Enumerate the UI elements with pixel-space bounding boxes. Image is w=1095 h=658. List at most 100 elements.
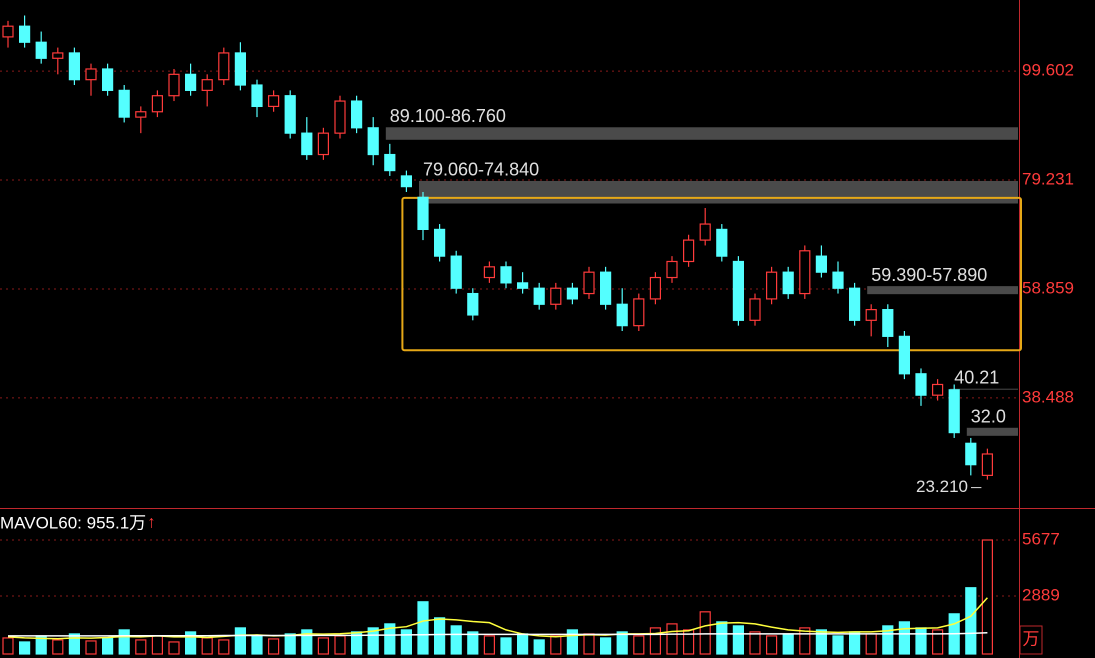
candle-body	[749, 298, 761, 321]
volume-bar	[85, 640, 97, 655]
candle-body	[185, 73, 197, 91]
volume-indicator-arrow: ↑	[147, 512, 156, 531]
volume-bar	[898, 621, 911, 655]
candle-body	[317, 132, 329, 156]
candle-body	[301, 132, 313, 156]
volume-bar	[101, 637, 114, 655]
price-zone	[867, 286, 1018, 295]
candle-body	[118, 89, 130, 118]
volume-bar	[168, 641, 180, 655]
volume-bar	[384, 623, 396, 655]
candle-body	[566, 287, 579, 300]
volume-bar	[716, 621, 728, 655]
candle-body	[682, 239, 695, 263]
candle-body	[865, 309, 877, 321]
candle-body	[799, 250, 811, 295]
zone-label: 79.060-74.840	[423, 160, 539, 180]
candle-body	[948, 389, 960, 434]
volume-bar	[981, 539, 994, 655]
volume-bar	[865, 633, 877, 655]
candle-body	[85, 68, 97, 81]
candle-body	[168, 73, 180, 97]
zone-label: 40.21	[954, 367, 999, 387]
candle-body	[2, 25, 14, 38]
volume-unit: 万	[1023, 629, 1040, 648]
volume-bar	[666, 623, 678, 655]
candle-body	[716, 228, 728, 257]
volume-bar	[450, 625, 462, 655]
volume-bar	[400, 629, 412, 655]
candle-body	[467, 292, 479, 316]
volume-bar	[118, 629, 130, 655]
candle-body	[201, 79, 213, 91]
volume-bar	[185, 631, 197, 655]
candle-body	[981, 453, 994, 476]
candle-body	[633, 298, 645, 327]
volume-bar	[599, 637, 612, 655]
candle-body	[384, 153, 396, 172]
volume-bar	[516, 633, 529, 655]
candle-body	[19, 25, 31, 43]
price-zone	[966, 427, 1018, 436]
candle-body	[234, 52, 246, 86]
candle-body	[915, 373, 927, 396]
volume-bar	[732, 625, 745, 655]
candle-body	[68, 52, 81, 81]
candle-body	[500, 266, 512, 284]
candle-body	[965, 442, 977, 466]
volume-bar	[334, 635, 346, 655]
candle-body	[699, 223, 711, 241]
candle-body	[848, 287, 861, 321]
volume-bar	[417, 601, 429, 655]
candle-body	[583, 271, 595, 295]
zone-label: 59.390-57.890	[871, 265, 987, 285]
volume-bar	[52, 639, 64, 655]
volume-average-line	[8, 631, 988, 637]
y-tick-label: 2889	[1022, 585, 1060, 604]
volume-bar	[301, 629, 313, 655]
candle-body	[882, 309, 894, 337]
candle-body	[483, 266, 495, 279]
volume-bar	[500, 637, 512, 655]
unit-box	[1019, 625, 1043, 655]
volume-bar	[268, 638, 280, 655]
y-tick-label: 38.488	[1022, 387, 1074, 406]
volume-bar	[234, 627, 246, 655]
candle-body	[666, 260, 678, 279]
candle-body	[334, 100, 346, 134]
candle-body	[616, 303, 628, 327]
volume-bar	[765, 635, 778, 655]
candle-body	[832, 271, 844, 289]
volume-bar	[151, 635, 163, 655]
volume-bar	[682, 629, 695, 655]
volume-bar	[351, 631, 363, 655]
candle-body	[782, 271, 794, 295]
candle-body	[815, 255, 828, 273]
volume-indicator-label: MAVOL60: 955.1万	[0, 513, 146, 532]
zone-label: 32.0	[971, 407, 1006, 427]
range-box	[401, 196, 1022, 352]
candle-body	[550, 287, 562, 305]
volume-bar	[832, 635, 844, 655]
candle-body	[599, 271, 612, 305]
y-tick-label: 99.602	[1022, 61, 1074, 80]
candle-body	[367, 127, 379, 156]
volume-bar	[815, 629, 828, 655]
volume-bar	[699, 611, 711, 655]
candle-body	[649, 276, 662, 300]
candle-body	[35, 41, 47, 59]
y-tick-label: 5677	[1022, 529, 1060, 548]
low-marker-label: 23.210	[916, 477, 968, 496]
candle-body	[434, 228, 446, 257]
candle-body	[898, 335, 911, 375]
volume-bar	[616, 631, 628, 655]
volume-bar	[931, 629, 944, 655]
volume-average-line	[7, 597, 988, 640]
volume-bar	[848, 631, 861, 655]
volume-bar	[915, 627, 927, 655]
volume-bar	[649, 627, 662, 655]
candle-body	[450, 255, 462, 289]
volume-bar	[533, 639, 545, 655]
